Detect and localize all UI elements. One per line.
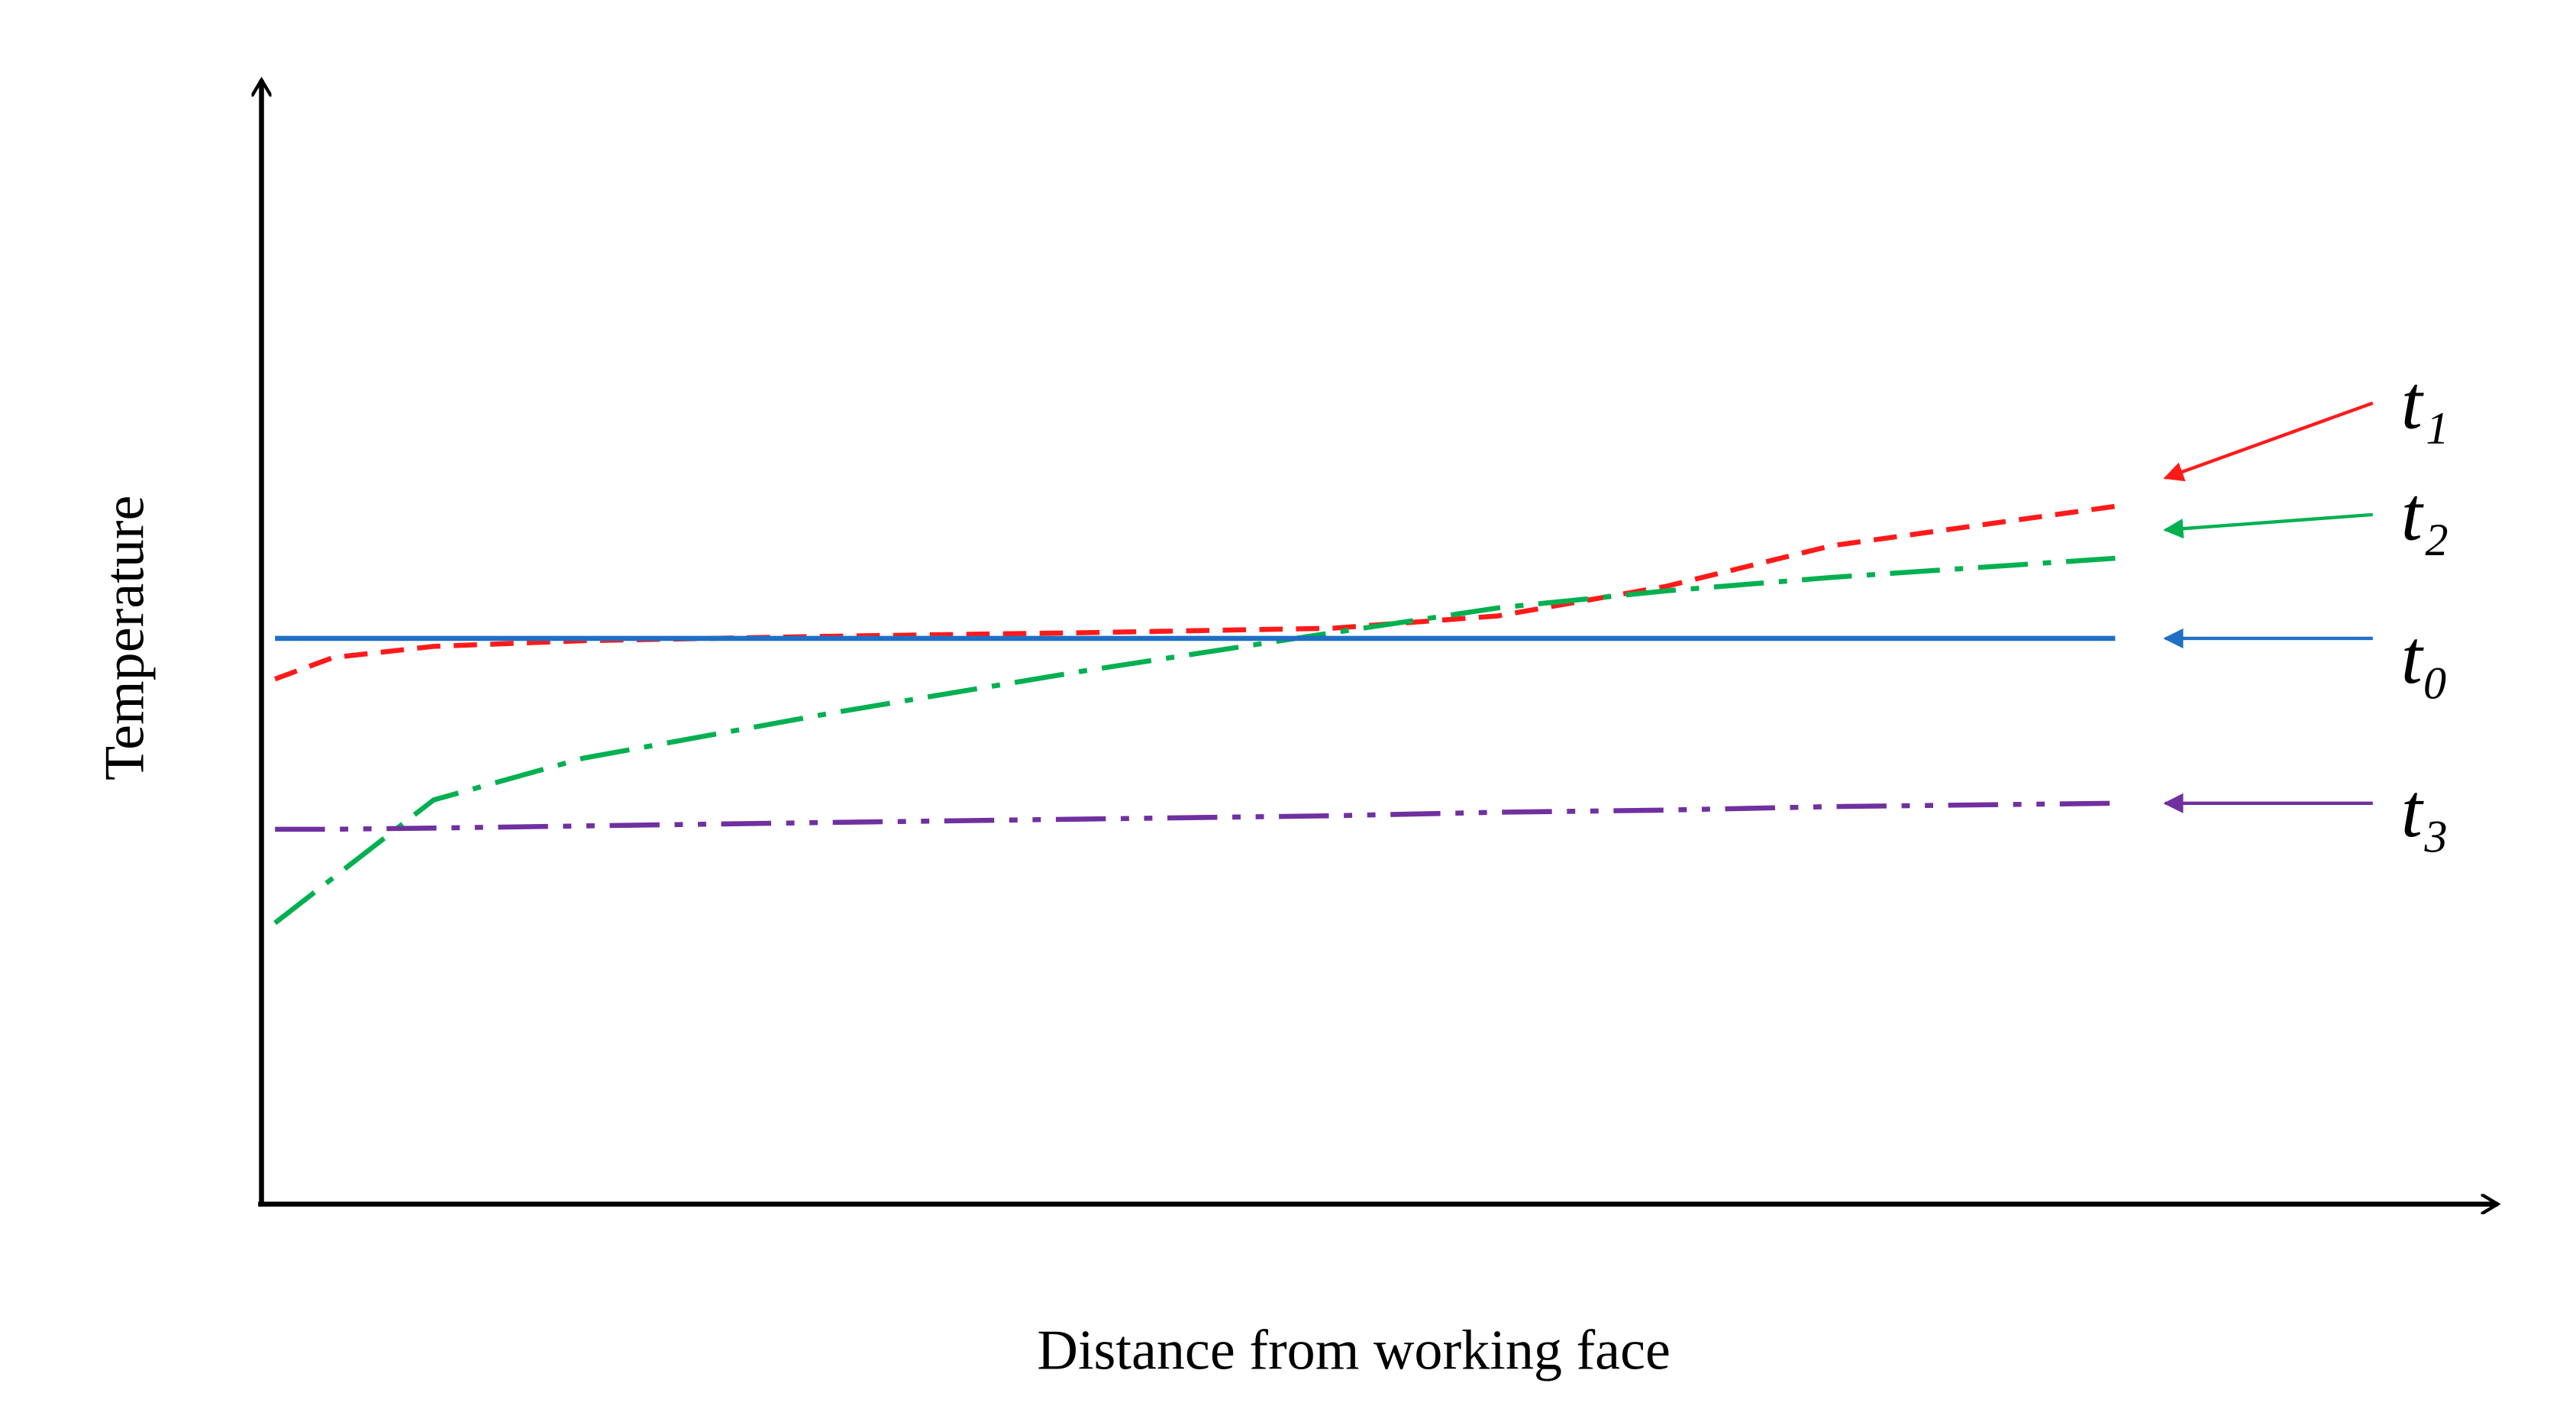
series-line <box>274 503 2116 682</box>
legend-label: t₂ <box>2401 472 2449 557</box>
legend-label: t₀ <box>2401 615 2449 700</box>
legend-label: t₃ <box>2401 768 2449 853</box>
y-axis-label: Temperature <box>94 496 157 780</box>
series-line <box>273 555 2116 926</box>
series-line <box>275 800 2116 832</box>
x-axis-label: Distance from working face <box>1037 1320 1670 1382</box>
callout-arrow <box>2163 401 2374 482</box>
callout-arrow <box>2163 512 2373 539</box>
legend-label: t₁ <box>2401 360 2449 444</box>
